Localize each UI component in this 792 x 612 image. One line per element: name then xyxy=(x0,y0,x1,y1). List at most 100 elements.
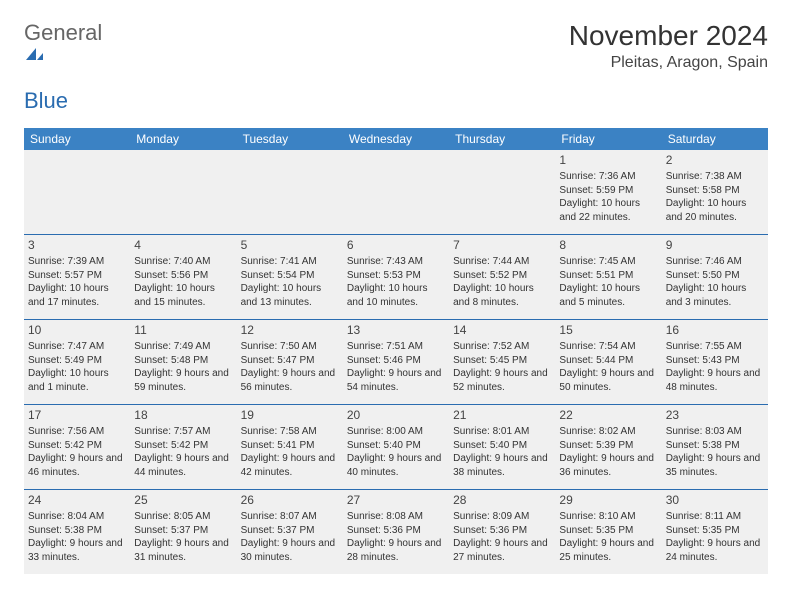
calendar-day: 17Sunrise: 7:56 AMSunset: 5:42 PMDayligh… xyxy=(24,405,130,489)
sunset-text: Sunset: 5:54 PM xyxy=(241,269,339,283)
sunset-text: Sunset: 5:57 PM xyxy=(28,269,126,283)
sunrise-text: Sunrise: 8:11 AM xyxy=(666,510,764,524)
daylight-text: Daylight: 10 hours and 3 minutes. xyxy=(666,282,764,309)
calendar-day: 3 Sunrise: 7:39 AMSunset: 5:57 PMDaylight… xyxy=(24,235,130,319)
day-number: 21 xyxy=(453,407,551,423)
calendar-day: 2Sunrise: 7:38 AMSunset: 5:58 PMDaylight… xyxy=(662,150,768,234)
day-of-week-header: Tuesday xyxy=(237,128,343,150)
sunrise-text: Sunrise: 7:49 AM xyxy=(134,340,232,354)
sunset-text: Sunset: 5:48 PM xyxy=(134,354,232,368)
calendar-day: 1Sunrise: 7:36 AMSunset: 5:59 PMDaylight… xyxy=(555,150,661,234)
calendar-week: 10Sunrise: 7:47 AMSunset: 5:49 PMDayligh… xyxy=(24,319,768,404)
sunrise-text: Sunrise: 8:02 AM xyxy=(559,425,657,439)
day-number: 13 xyxy=(347,322,445,338)
calendar-week: 17Sunrise: 7:56 AMSunset: 5:42 PMDayligh… xyxy=(24,404,768,489)
day-number: 5 xyxy=(241,237,339,253)
sunset-text: Sunset: 5:47 PM xyxy=(241,354,339,368)
calendar-week: 1Sunrise: 7:36 AMSunset: 5:59 PMDaylight… xyxy=(24,150,768,234)
day-number: 16 xyxy=(666,322,764,338)
sunrise-text: Sunrise: 7:51 AM xyxy=(347,340,445,354)
sunrise-text: Sunrise: 8:05 AM xyxy=(134,510,232,524)
sunset-text: Sunset: 5:38 PM xyxy=(666,439,764,453)
calendar-day-empty xyxy=(130,150,236,234)
day-number: 18 xyxy=(134,407,232,423)
title-block: November 2024 Pleitas, Aragon, Spain xyxy=(569,20,768,72)
sunset-text: Sunset: 5:41 PM xyxy=(241,439,339,453)
daylight-text: Daylight: 9 hours and 40 minutes. xyxy=(347,452,445,479)
sunset-text: Sunset: 5:40 PM xyxy=(453,439,551,453)
logo: General Blue xyxy=(24,20,102,114)
daylight-text: Daylight: 9 hours and 50 minutes. xyxy=(559,367,657,394)
calendar-day: 11 Sunrise: 7:49 AMSunset: 5:48 PMDayligh… xyxy=(130,320,236,404)
calendar-day: 5Sunrise: 7:41 AMSunset: 5:54 PMDaylight… xyxy=(237,235,343,319)
logo-text-gray: General xyxy=(24,20,102,45)
sunrise-text: Sunrise: 7:39 AM xyxy=(28,255,126,269)
header: General Blue November 2024 Pleitas, Arago… xyxy=(24,20,768,114)
daylight-text: Daylight: 9 hours and 44 minutes. xyxy=(134,452,232,479)
calendar: SundayMondayTuesdayWednesdayThursdayFrid… xyxy=(24,128,768,574)
sunrise-text: Sunrise: 7:57 AM xyxy=(134,425,232,439)
sunset-text: Sunset: 5:53 PM xyxy=(347,269,445,283)
day-number: 15 xyxy=(559,322,657,338)
sunset-text: Sunset: 5:36 PM xyxy=(347,524,445,538)
day-number: 3 xyxy=(28,237,126,253)
day-number: 25 xyxy=(134,492,232,508)
day-of-week-row: SundayMondayTuesdayWednesdayThursdayFrid… xyxy=(24,128,768,150)
sunrise-text: Sunrise: 7:36 AM xyxy=(559,170,657,184)
sunrise-text: Sunrise: 7:47 AM xyxy=(28,340,126,354)
day-number: 11 xyxy=(134,322,232,338)
sunset-text: Sunset: 5:35 PM xyxy=(666,524,764,538)
sunrise-text: Sunrise: 8:09 AM xyxy=(453,510,551,524)
daylight-text: Daylight: 10 hours and 15 minutes. xyxy=(134,282,232,309)
day-of-week-header: Saturday xyxy=(662,128,768,150)
day-number: 27 xyxy=(347,492,445,508)
daylight-text: Daylight: 9 hours and 59 minutes. xyxy=(134,367,232,394)
sunset-text: Sunset: 5:37 PM xyxy=(241,524,339,538)
sunrise-text: Sunrise: 8:04 AM xyxy=(28,510,126,524)
sunset-text: Sunset: 5:45 PM xyxy=(453,354,551,368)
sunrise-text: Sunrise: 7:46 AM xyxy=(666,255,764,269)
logo-text-blue: Blue xyxy=(24,88,68,113)
daylight-text: Daylight: 10 hours and 5 minutes. xyxy=(559,282,657,309)
sunset-text: Sunset: 5:46 PM xyxy=(347,354,445,368)
day-of-week-header: Wednesday xyxy=(343,128,449,150)
sunset-text: Sunset: 5:44 PM xyxy=(559,354,657,368)
calendar-week: 24Sunrise: 8:04 AMSunset: 5:38 PMDayligh… xyxy=(24,489,768,574)
daylight-text: Daylight: 9 hours and 35 minutes. xyxy=(666,452,764,479)
calendar-week: 3Sunrise: 7:39 AMSunset: 5:57 PMDaylight… xyxy=(24,234,768,319)
day-of-week-header: Monday xyxy=(130,128,236,150)
sunset-text: Sunset: 5:35 PM xyxy=(559,524,657,538)
daylight-text: Daylight: 10 hours and 17 minutes. xyxy=(28,282,126,309)
logo-text: General Blue xyxy=(24,20,102,114)
daylight-text: Daylight: 10 hours and 1 minute. xyxy=(28,367,126,394)
sunrise-text: Sunrise: 7:50 AM xyxy=(241,340,339,354)
sunrise-text: Sunrise: 7:41 AM xyxy=(241,255,339,269)
sunrise-text: Sunrise: 7:44 AM xyxy=(453,255,551,269)
daylight-text: Daylight: 10 hours and 20 minutes. xyxy=(666,197,764,224)
calendar-day: 9Sunrise: 7:46 AMSunset: 5:50 PMDaylight… xyxy=(662,235,768,319)
day-number: 10 xyxy=(28,322,126,338)
daylight-text: Daylight: 9 hours and 25 minutes. xyxy=(559,537,657,564)
daylight-text: Daylight: 10 hours and 10 minutes. xyxy=(347,282,445,309)
sunrise-text: Sunrise: 7:52 AM xyxy=(453,340,551,354)
sunset-text: Sunset: 5:42 PM xyxy=(28,439,126,453)
day-of-week-header: Sunday xyxy=(24,128,130,150)
sunset-text: Sunset: 5:51 PM xyxy=(559,269,657,283)
sunset-text: Sunset: 5:38 PM xyxy=(28,524,126,538)
daylight-text: Daylight: 9 hours and 48 minutes. xyxy=(666,367,764,394)
calendar-day: 14Sunrise: 7:52 AMSunset: 5:45 PMDayligh… xyxy=(449,320,555,404)
daylight-text: Daylight: 9 hours and 56 minutes. xyxy=(241,367,339,394)
calendar-day: 30Sunrise: 8:11 AMSunset: 5:35 PMDayligh… xyxy=(662,490,768,574)
calendar-day: 6Sunrise: 7:43 AMSunset: 5:53 PMDaylight… xyxy=(343,235,449,319)
calendar-day: 21Sunrise: 8:01 AMSunset: 5:40 PMDayligh… xyxy=(449,405,555,489)
daylight-text: Daylight: 9 hours and 33 minutes. xyxy=(28,537,126,564)
calendar-day-empty xyxy=(24,150,130,234)
sunset-text: Sunset: 5:52 PM xyxy=(453,269,551,283)
day-of-week-header: Friday xyxy=(555,128,661,150)
day-number: 22 xyxy=(559,407,657,423)
daylight-text: Daylight: 9 hours and 42 minutes. xyxy=(241,452,339,479)
sunrise-text: Sunrise: 7:38 AM xyxy=(666,170,764,184)
daylight-text: Daylight: 9 hours and 28 minutes. xyxy=(347,537,445,564)
daylight-text: Daylight: 9 hours and 38 minutes. xyxy=(453,452,551,479)
sunrise-text: Sunrise: 8:07 AM xyxy=(241,510,339,524)
